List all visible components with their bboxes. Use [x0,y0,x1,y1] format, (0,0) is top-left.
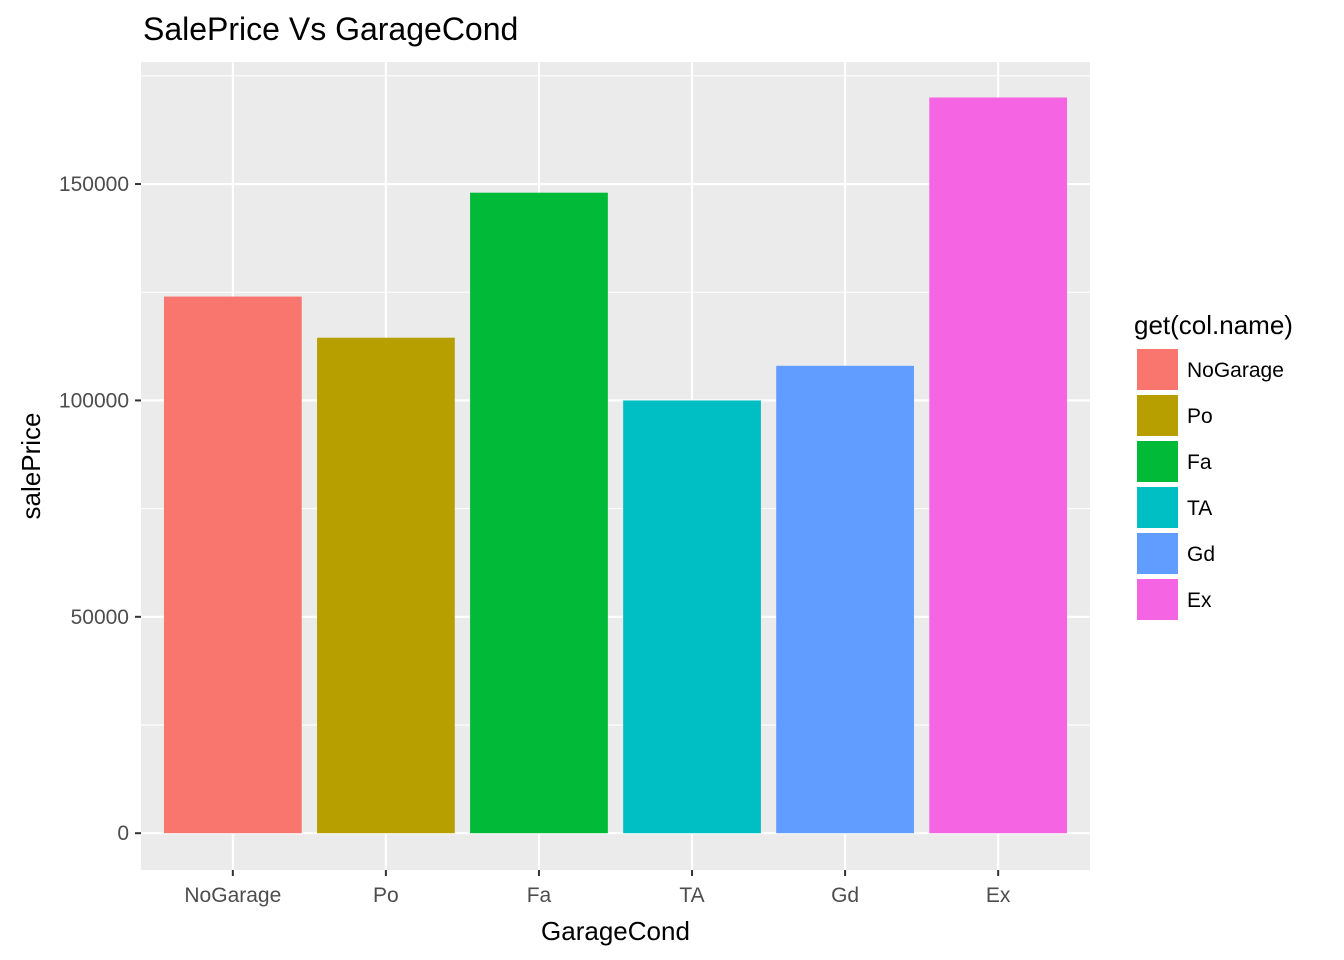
bar-fa [470,192,608,834]
legend-label-nogarage: NoGarage [1187,359,1284,382]
legend-key-ta [1135,485,1180,530]
x-tick-label: Gd [831,884,859,907]
bar-po [317,337,455,834]
x-axis-title: GarageCond [541,916,690,946]
legend-label-ex: Ex [1187,589,1212,612]
x-tick-label: Ex [986,884,1011,907]
legend-key-gd [1135,531,1180,576]
y-tick-label: 50000 [71,606,129,629]
y-axis-title: salePrice [16,413,46,520]
bar-ex [929,97,1068,834]
y-tick-label: 0 [117,822,129,845]
legend-key-ex [1135,577,1180,622]
legend: get(col.name) NoGarage Po Fa TA Gd Ex [1134,310,1293,622]
legend-key-po [1135,393,1180,438]
x-tick-label: TA [679,884,704,907]
bar-nogarage [163,296,302,834]
x-axis: NoGarage Po Fa TA Gd Ex [184,870,1011,907]
bar-ta [623,400,761,834]
legend-title: get(col.name) [1134,310,1293,340]
x-tick-label: Fa [527,884,552,907]
bars [163,97,1068,834]
legend-label-gd: Gd [1187,543,1215,566]
y-axis: 0 50000 100000 150000 [59,173,141,845]
y-tick-label: 100000 [59,389,129,412]
legend-label-fa: Fa [1187,451,1212,474]
y-tick-label: 150000 [59,173,129,196]
chart-title: SalePrice Vs GarageCond [143,11,518,47]
x-tick-label: NoGarage [184,884,281,907]
bar-gd [776,365,914,834]
legend-key-fa [1135,439,1180,484]
legend-label-ta: TA [1187,497,1212,520]
legend-label-po: Po [1187,405,1213,428]
legend-key-nogarage [1135,347,1180,392]
x-tick-label: Po [373,884,399,907]
